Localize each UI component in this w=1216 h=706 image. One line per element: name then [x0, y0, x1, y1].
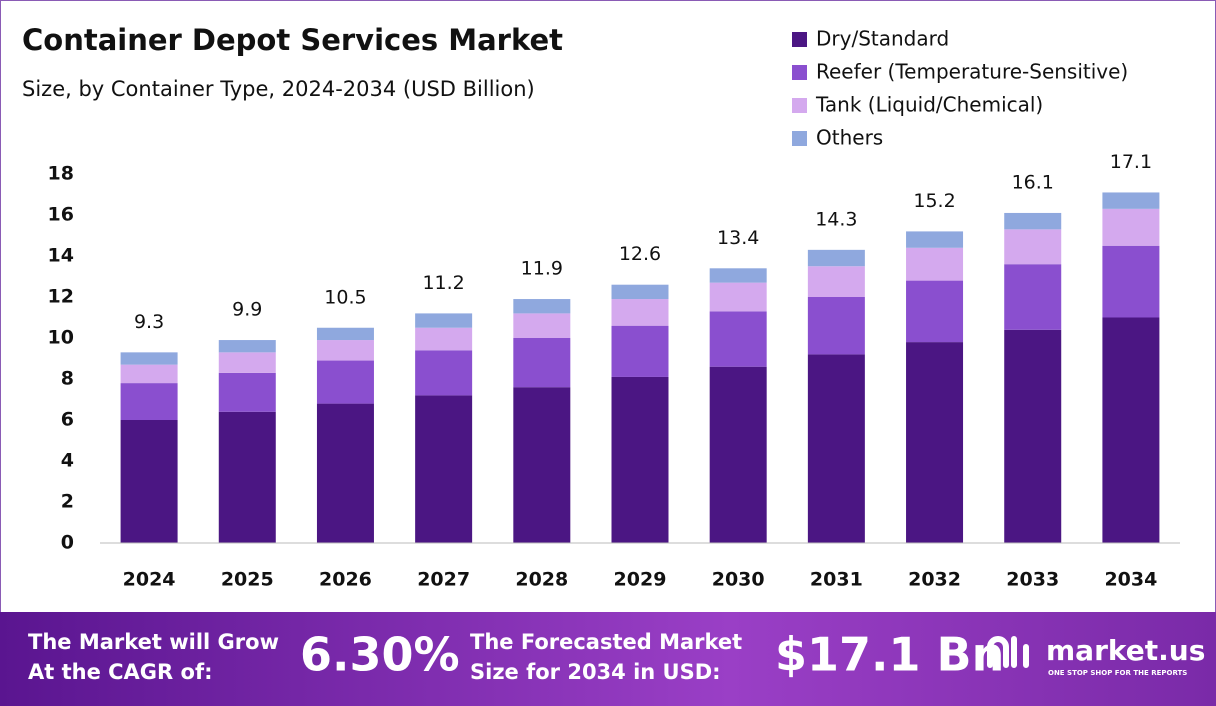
- legend-label: Others: [816, 126, 883, 150]
- total-label: 9.9: [232, 299, 262, 321]
- y-tick-label: 2: [61, 491, 74, 513]
- y-tick-label: 0: [61, 532, 74, 554]
- x-tick-label: 2032: [908, 569, 961, 591]
- bar-segment: [906, 280, 964, 343]
- legend-swatch: [792, 131, 807, 146]
- bar-segment: [709, 282, 767, 312]
- x-tick-label: 2031: [810, 569, 863, 591]
- bar-segment: [906, 231, 964, 248]
- bar-segment: [611, 325, 669, 377]
- total-label: 15.2: [913, 190, 955, 212]
- x-tick-label: 2030: [712, 569, 765, 591]
- total-label: 11.2: [422, 272, 464, 294]
- forecast-value: $17.1 Bn: [775, 628, 1004, 682]
- cagr-value: 6.30%: [300, 628, 460, 682]
- y-tick-label: 14: [48, 245, 74, 267]
- total-label: 9.3: [134, 311, 164, 333]
- bar-segment: [1102, 208, 1160, 246]
- bar-segment: [807, 249, 865, 267]
- bar-segment: [709, 311, 767, 367]
- bar-segment: [415, 395, 473, 543]
- y-tick-label: 18: [48, 163, 74, 185]
- y-tick-label: 10: [48, 327, 74, 349]
- bar-segment: [611, 376, 669, 543]
- bar-segment: [709, 366, 767, 543]
- chart-title: Container Depot Services Market: [22, 23, 563, 57]
- legend-swatch: [792, 32, 807, 47]
- bar-segment: [415, 350, 473, 396]
- bar-segment: [218, 352, 276, 373]
- bar-segment: [1004, 229, 1062, 265]
- total-label: 12.6: [619, 243, 661, 265]
- bar-segment: [316, 403, 374, 543]
- bar-segment: [415, 313, 473, 328]
- bar-segment: [513, 387, 571, 543]
- bar-segment: [1102, 245, 1160, 318]
- total-label: 17.1: [1110, 151, 1152, 173]
- x-tick-label: 2025: [221, 569, 274, 591]
- plot: 0 2 4 6 8 10 12 14 16 18 Dry/Standard Reefer (Tempe…: [48, 27, 1160, 591]
- x-tick-label: 2029: [614, 569, 667, 591]
- bar-segment: [120, 352, 178, 365]
- y-tick-label: 6: [61, 409, 74, 431]
- y-tick-label: 4: [61, 450, 74, 472]
- legend-swatch: [792, 98, 807, 113]
- bar-segment: [1004, 212, 1062, 230]
- x-tick-label: 2033: [1006, 569, 1059, 591]
- bar-segment: [513, 338, 571, 388]
- bar-segment: [513, 299, 571, 314]
- bar-segment: [120, 383, 178, 420]
- y-tick-label: 16: [48, 204, 74, 226]
- bar-segment: [316, 327, 374, 341]
- x-tick-label: 2024: [123, 569, 176, 591]
- bar-segment: [807, 297, 865, 355]
- bar-segment: [316, 360, 374, 404]
- logo-icon: [987, 636, 1029, 668]
- footer: The Market will Grow At the CAGR of: 6.30…: [0, 612, 1216, 706]
- legend-label: Dry/Standard: [816, 27, 949, 51]
- bar-segment: [1004, 329, 1062, 543]
- bar-segment: [316, 340, 374, 361]
- forecast-text: The Forecasted Market Size for 2034 in US…: [470, 630, 742, 684]
- bar-segment: [611, 299, 669, 326]
- total-label: 14.3: [815, 208, 857, 230]
- bar-segment: [906, 247, 964, 281]
- bar-segment: [415, 327, 473, 351]
- bar-segment: [906, 342, 964, 543]
- legend-label: Tank (Liquid/Chemical): [815, 93, 1043, 117]
- y-tick-label: 8: [61, 368, 74, 390]
- tagline: ONE STOP SHOP FOR THE REPORTS: [1048, 669, 1187, 677]
- bar-segment: [807, 354, 865, 543]
- bar-segment: [807, 266, 865, 297]
- x-tick-label: 2034: [1104, 569, 1157, 591]
- bar-segment: [218, 411, 276, 543]
- x-tick-label: 2028: [515, 569, 568, 591]
- total-label: 16.1: [1012, 171, 1054, 193]
- bar-segment: [1102, 317, 1160, 543]
- y-tick-label: 12: [48, 286, 74, 308]
- bar-segment: [218, 340, 276, 353]
- brand: market.us: [1046, 634, 1205, 667]
- bar-segment: [709, 268, 767, 283]
- bar-segment: [1004, 264, 1062, 330]
- x-tick-label: 2026: [319, 569, 372, 591]
- bar-segment: [513, 313, 571, 338]
- total-label: 10.5: [324, 286, 366, 308]
- cagr-text: The Market will Grow At the CAGR of:: [28, 630, 279, 684]
- chart-subtitle: Size, by Container Type, 2024-2034 (USD …: [22, 77, 535, 101]
- bar-segment: [218, 372, 276, 412]
- x-tick-label: 2027: [417, 569, 470, 591]
- legend-swatch: [792, 65, 807, 80]
- total-label: 11.9: [521, 258, 563, 280]
- footer-bg: [0, 612, 1216, 706]
- bar-segment: [611, 284, 669, 300]
- bar-segment: [120, 420, 178, 543]
- bar-segment: [1102, 192, 1160, 209]
- legend-label: Reefer (Temperature-Sensitive): [816, 60, 1128, 84]
- bar-segment: [120, 364, 178, 384]
- total-label: 13.4: [717, 227, 759, 249]
